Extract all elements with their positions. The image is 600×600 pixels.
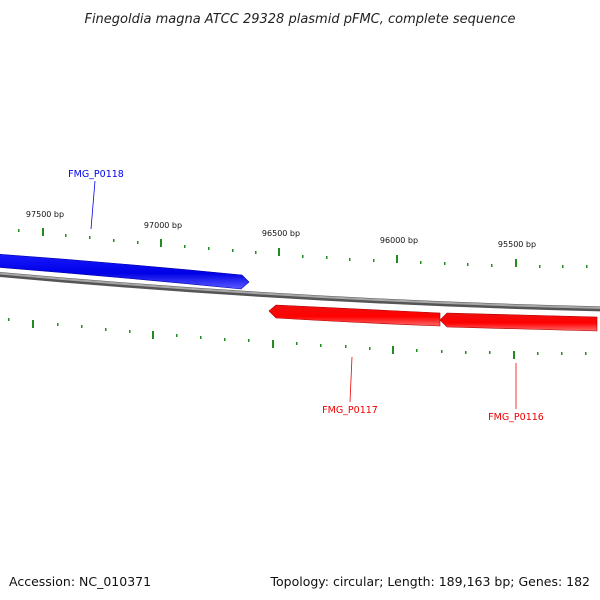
tick-mark-major <box>515 259 517 267</box>
gene-leader-line-fmg-p0118 <box>90 180 96 230</box>
tick-mark <box>105 328 107 331</box>
position-label: 96000 bp <box>380 236 418 245</box>
tick-mark-major <box>152 331 154 339</box>
position-label: 97000 bp <box>144 221 182 230</box>
tick-mark <box>113 239 115 242</box>
outer-tick-track <box>18 228 588 268</box>
tick-mark <box>57 323 59 326</box>
tick-mark-major <box>513 351 515 359</box>
gene-label-fmg-p0118[interactable]: FMG_P0118 <box>68 169 124 180</box>
tick-mark-major <box>272 340 274 348</box>
tick-mark <box>539 265 541 268</box>
tick-mark-major <box>42 228 44 236</box>
gene-arrow-fmg-p0118[interactable] <box>0 254 250 290</box>
tick-mark <box>89 236 91 239</box>
tick-mark <box>129 330 131 333</box>
tick-mark <box>232 249 234 252</box>
tick-mark-major <box>278 248 280 256</box>
tick-mark <box>137 241 139 244</box>
position-label: 97500 bp <box>26 210 64 219</box>
gene-label-fmg-p0117[interactable]: FMG_P0117 <box>322 405 378 416</box>
gene-arrow-fmg-p0117[interactable] <box>268 304 441 327</box>
tick-mark-major <box>392 346 394 354</box>
tick-mark <box>349 258 351 261</box>
tick-mark <box>467 263 469 266</box>
gene-arrow-fmg-p0116[interactable] <box>439 312 598 332</box>
tick-mark <box>465 351 467 354</box>
tick-mark-major <box>32 320 34 328</box>
position-label: 95500 bp <box>498 240 536 249</box>
tick-mark <box>444 262 446 265</box>
tick-mark <box>373 259 375 262</box>
tick-mark <box>65 234 67 237</box>
tick-mark <box>81 325 83 328</box>
tick-mark <box>326 256 328 259</box>
tick-mark <box>585 352 587 355</box>
position-label: 96500 bp <box>262 229 300 238</box>
tick-mark <box>248 339 250 342</box>
tick-mark <box>200 336 202 339</box>
tick-mark <box>441 350 443 353</box>
tick-mark <box>561 352 563 355</box>
tick-mark <box>489 351 491 354</box>
inner-tick-track <box>8 318 587 359</box>
tick-mark <box>208 247 210 250</box>
tick-mark <box>302 255 304 258</box>
tick-mark <box>176 334 178 337</box>
tick-mark <box>491 264 493 267</box>
accession-text: Accession: NC_010371 <box>9 574 151 589</box>
tick-mark <box>562 265 564 268</box>
tick-mark <box>184 245 186 248</box>
map-title: Finegoldia magna ATCC 29328 plasmid pFMC… <box>84 12 515 27</box>
tick-mark <box>586 265 588 268</box>
tick-mark <box>255 251 257 254</box>
tick-mark <box>420 261 422 264</box>
position-labels: 97500 bp 97000 bp 96500 bp 96000 bp 9550… <box>26 210 536 249</box>
gene-leader-line-fmg-p0117 <box>349 356 353 403</box>
tick-mark <box>8 318 10 321</box>
plasmid-backbone <box>0 271 600 312</box>
tick-mark <box>345 345 347 348</box>
tick-mark <box>416 349 418 352</box>
tick-mark <box>224 338 226 341</box>
tick-mark <box>18 229 20 232</box>
gene-label-fmg-p0116[interactable]: FMG_P0116 <box>488 412 544 423</box>
tick-mark <box>537 352 539 355</box>
plasmid-backbone-highlight <box>0 272 600 309</box>
tick-mark <box>320 344 322 347</box>
tick-mark <box>369 347 371 350</box>
map-summary-text: Topology: circular; Length: 189,163 bp; … <box>270 574 591 589</box>
tick-mark-major <box>396 255 398 263</box>
tick-mark <box>296 342 298 345</box>
tick-mark-major <box>160 239 162 247</box>
